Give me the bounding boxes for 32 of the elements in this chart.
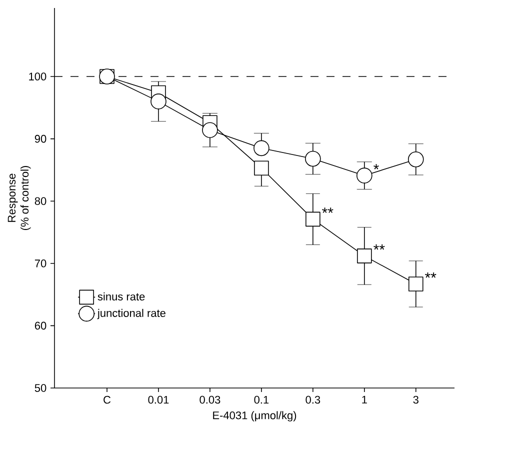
- y-tick-label: 100: [29, 72, 46, 80]
- point: [357, 248, 372, 264]
- y-tick-label: 70: [34, 260, 46, 268]
- point: [254, 160, 269, 176]
- x-tick-label: 0.01: [148, 396, 169, 404]
- point: [306, 212, 320, 227]
- point: [408, 151, 424, 168]
- x-tick-label: 0.1: [254, 396, 269, 404]
- x-tick-label: 0.03: [200, 396, 220, 404]
- y-tick-label: 60: [34, 322, 46, 330]
- x-axis-title: E-4031 (μmol/kg): [213, 411, 296, 422]
- y-tick-label: 80: [34, 197, 46, 206]
- x-tick-label: 1: [362, 396, 367, 404]
- y-tick-label: 50: [34, 384, 46, 392]
- point: [202, 122, 218, 138]
- annotation: **: [425, 272, 436, 278]
- y-tick-label: 90: [34, 134, 46, 143]
- point: [99, 68, 115, 84]
- annotation: **: [374, 244, 385, 250]
- point: [356, 168, 372, 184]
- y-axis-title: Response (% of control): [8, 166, 31, 230]
- point: [254, 140, 270, 156]
- legend-label: junctional rate: [97, 308, 166, 320]
- annotation: *: [374, 164, 379, 170]
- x-tick-label: 0.3: [306, 396, 320, 404]
- x-tick-label: 3: [413, 396, 418, 404]
- legend-label: sinus rate: [98, 292, 145, 300]
- point: [150, 94, 166, 110]
- annotation: **: [322, 208, 334, 213]
- point: [408, 276, 424, 292]
- x-tick-label: C: [104, 396, 111, 404]
- point: [305, 150, 321, 167]
